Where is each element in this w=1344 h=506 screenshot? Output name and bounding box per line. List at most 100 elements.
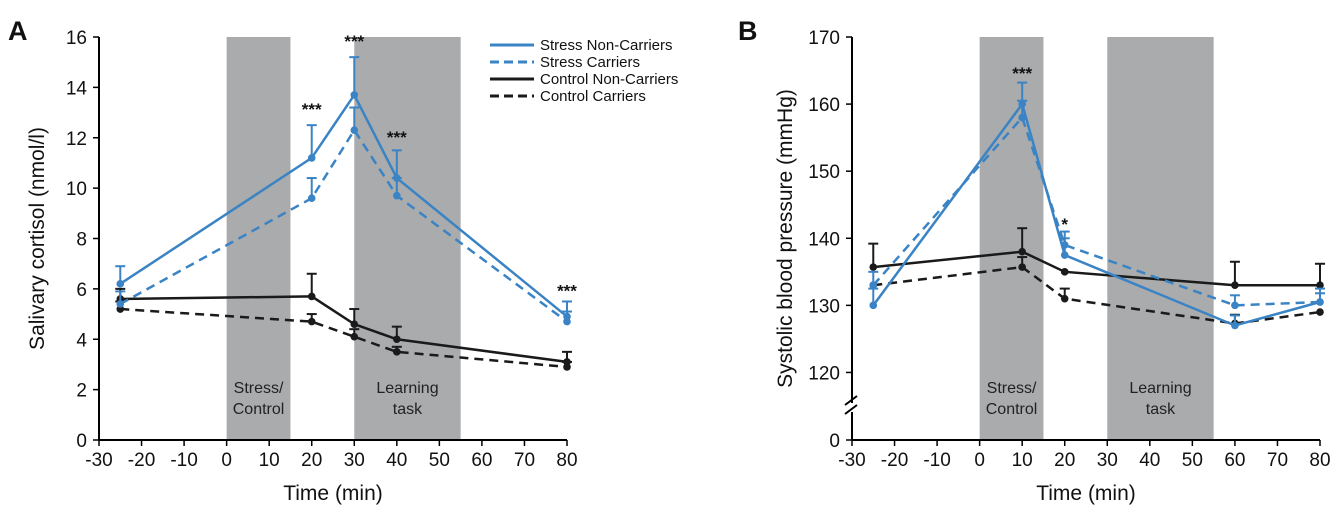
shaded-region-label: Learning — [1129, 380, 1191, 397]
y-tick-label: 170 — [808, 28, 840, 49]
data-point — [1060, 251, 1069, 259]
data-point — [1316, 308, 1324, 316]
data-point — [393, 335, 401, 344]
significance-marker: *** — [1012, 64, 1032, 83]
x-tick-label: 20 — [301, 450, 322, 471]
x-tick-label: 0 — [221, 450, 232, 471]
y-tick-label: 2 — [76, 381, 87, 402]
x-tick-label: -30 — [85, 450, 112, 471]
data-point — [307, 154, 316, 162]
x-tick-label: -10 — [170, 450, 197, 471]
x-axis-title: Time (min) — [1036, 482, 1136, 505]
shaded-region-label: Learning — [376, 380, 438, 397]
x-tick-label: -20 — [881, 450, 908, 471]
legend-label: Control Non-Carriers — [540, 71, 678, 88]
data-point — [1231, 281, 1239, 290]
y-tick-label: 8 — [76, 230, 87, 251]
y-tick-label: 120 — [808, 363, 840, 384]
data-point — [1060, 268, 1069, 276]
data-point — [563, 317, 571, 326]
data-point — [307, 292, 316, 301]
x-tick-label: 70 — [1267, 450, 1288, 471]
y-tick-label: 150 — [808, 162, 840, 183]
data-point — [869, 263, 878, 271]
data-point — [1231, 321, 1239, 330]
series-control-non-carriers — [115, 272, 572, 366]
x-tick-label: 80 — [556, 450, 577, 471]
data-point — [350, 126, 359, 134]
x-tick-label: 50 — [429, 450, 450, 471]
series-line — [120, 295, 568, 364]
x-tick-label: 20 — [1054, 450, 1075, 471]
x-tick-label: 30 — [1097, 450, 1118, 471]
y-tick-label: 4 — [76, 330, 87, 351]
shaded-region-label: Stress/ — [987, 380, 1037, 397]
shaded-region-label: task — [1146, 401, 1176, 418]
series-stress-carriers — [115, 106, 572, 326]
significance-marker: *** — [344, 32, 364, 51]
data-point — [393, 348, 401, 356]
series-control-non-carriers — [868, 227, 1325, 290]
series-line — [872, 101, 1321, 327]
significance-marker: *** — [557, 281, 577, 300]
data-point — [1018, 263, 1026, 271]
x-tick-label: 40 — [386, 450, 407, 471]
data-point — [1231, 301, 1239, 310]
y-tick-label: 10 — [66, 179, 87, 200]
data-point — [869, 301, 878, 310]
data-point — [116, 280, 125, 288]
x-tick-label: 0 — [974, 450, 985, 471]
data-point — [1060, 294, 1069, 303]
legend-label: Control Carriers — [540, 88, 646, 105]
x-tick-label: 10 — [1012, 450, 1033, 471]
data-point — [1316, 281, 1324, 290]
x-tick-label: 60 — [471, 450, 492, 471]
significance-marker: *** — [387, 128, 407, 147]
x-tick-label: 50 — [1182, 450, 1203, 471]
shaded-region — [226, 37, 291, 440]
y-tick-label: 12 — [66, 129, 87, 150]
significance-marker: *** — [302, 100, 322, 119]
y-tick-label: 140 — [808, 229, 840, 250]
x-axis-title: Time (min) — [283, 482, 383, 505]
y-tick-label: 6 — [76, 280, 87, 301]
data-point — [350, 332, 359, 341]
series-stress-carriers — [868, 99, 1325, 310]
panel-b: Stress/Control Learning task -30 -20 -10 0 10 20… — [738, 16, 1331, 505]
legend-label: Stress Non-Carriers — [540, 37, 673, 54]
shaded-region-label: Control — [986, 401, 1038, 418]
data-point — [869, 281, 878, 290]
series-control-carriers — [115, 300, 572, 371]
legend-label: Stress Carriers — [540, 54, 640, 71]
y-tick-label: 130 — [808, 296, 840, 317]
series-line — [119, 127, 568, 323]
x-tick-label: 30 — [344, 450, 365, 471]
y-tick-label: 14 — [66, 78, 88, 99]
data-point — [1018, 247, 1026, 256]
panel-letter: A — [8, 16, 28, 46]
y-tick-label: 160 — [808, 95, 840, 116]
shaded-region — [354, 37, 461, 440]
series-stress-non-carriers — [868, 81, 1325, 330]
shaded-region — [979, 37, 1044, 440]
data-point — [307, 317, 316, 326]
significance-marker: * — [1061, 215, 1068, 234]
series-line — [120, 307, 568, 369]
y-tick-label: 0 — [76, 431, 87, 452]
data-point — [563, 363, 571, 371]
data-point — [350, 320, 359, 328]
x-tick-label: -30 — [838, 450, 865, 471]
x-tick-label: 10 — [259, 450, 280, 471]
data-point — [1018, 113, 1026, 122]
data-point — [307, 194, 316, 202]
axis-break-mark — [844, 404, 858, 415]
data-point — [1060, 241, 1069, 249]
x-tick-label: 40 — [1139, 450, 1160, 471]
shaded-region-label: Control — [233, 401, 285, 418]
x-tick-label: -10 — [923, 450, 950, 471]
series-stress-non-carriers — [115, 56, 572, 321]
data-point — [350, 91, 359, 99]
